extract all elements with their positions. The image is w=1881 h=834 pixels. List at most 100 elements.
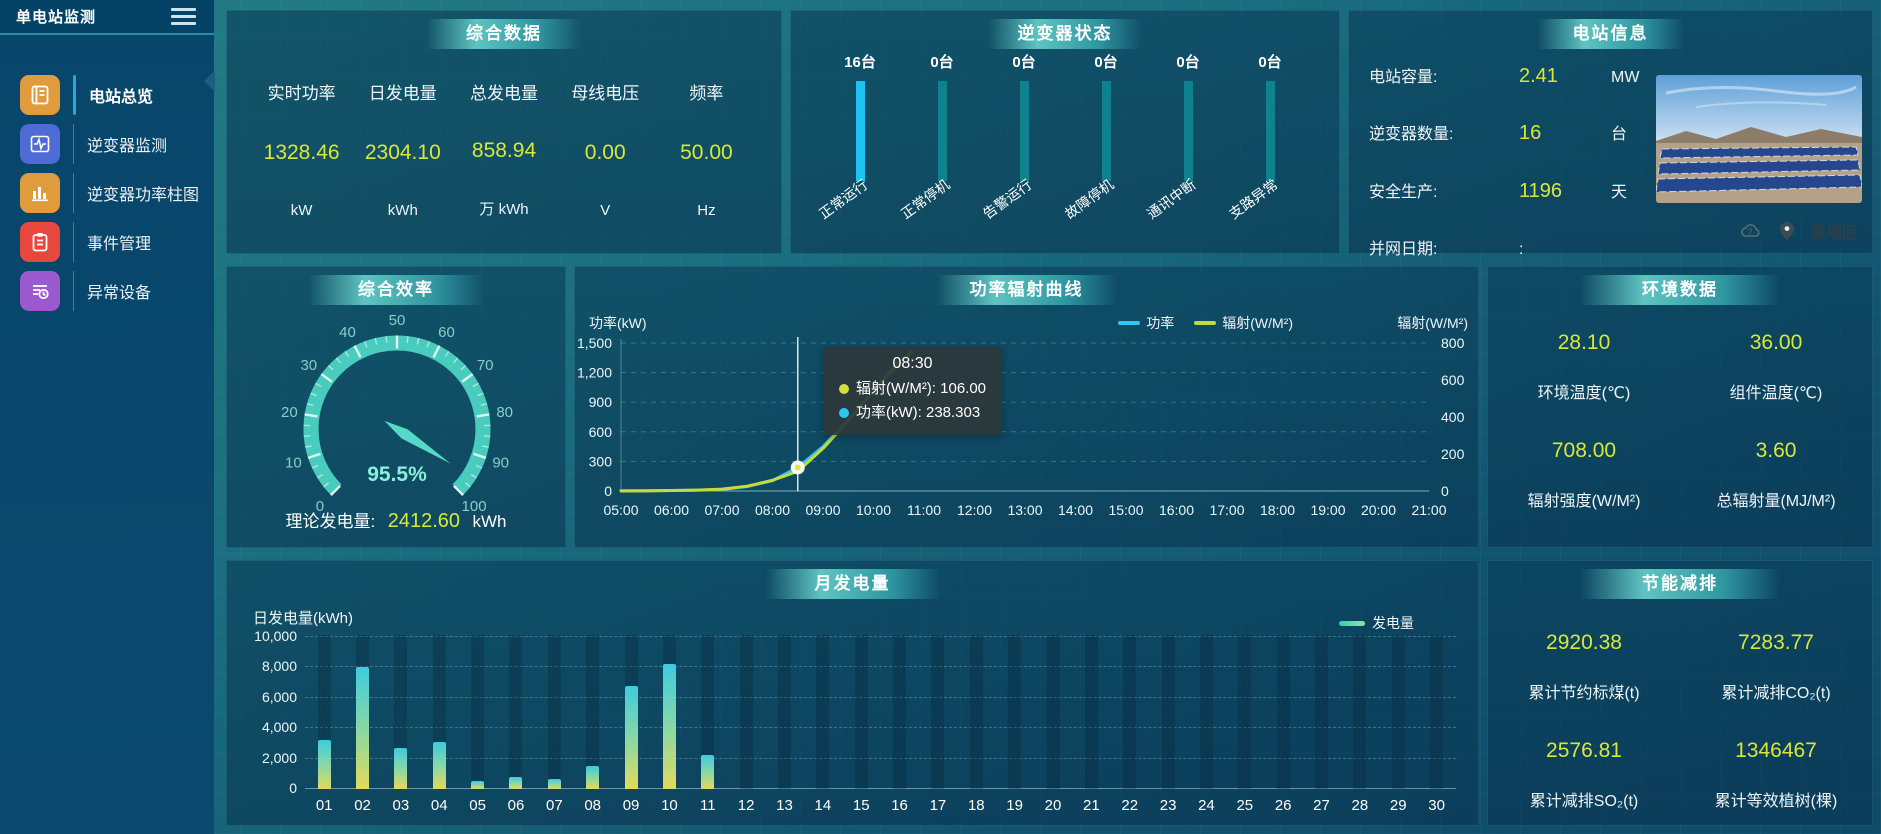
legend-item-power[interactable]: 功率 bbox=[1118, 313, 1174, 333]
env-ambient-temp: 28.10 环境温度(℃) bbox=[1488, 331, 1680, 403]
radiation-dot-icon bbox=[839, 384, 849, 394]
x-tick-label: 13 bbox=[776, 797, 793, 814]
power-radiation-chart[interactable]: 0 300 600 900 1,200 1,500 0 200 400 600 800 05:00 06… bbox=[575, 333, 1478, 537]
x-tick-label: 10 bbox=[661, 797, 678, 814]
x-tick-label: 24 bbox=[1198, 797, 1215, 814]
bar-background bbox=[777, 635, 791, 789]
bar-slot bbox=[1430, 635, 1444, 789]
bar-slot bbox=[1008, 635, 1022, 789]
hamburger-menu-icon[interactable] bbox=[171, 8, 196, 25]
svg-text:1,200: 1,200 bbox=[577, 365, 612, 381]
line-chart-header: 功率(kW) 功率 辐射(W/M²) 辐射(W/M²) bbox=[575, 313, 1478, 333]
svg-text:09:00: 09:00 bbox=[805, 502, 840, 518]
env-module-temp: 36.00 组件温度(℃) bbox=[1680, 331, 1872, 403]
stat-value: 1346467 bbox=[1735, 739, 1817, 762]
bar-day-13 bbox=[765, 635, 803, 789]
panel-power-radiation: 功率辐射曲线 功率(kW) 功率 辐射(W/M²) 辐射(W/M²) 0 300 6… bbox=[574, 266, 1479, 548]
tooltip-text: 功率(kW): 238.303 bbox=[856, 404, 981, 421]
bar-day-29 bbox=[1379, 635, 1417, 789]
weather-cloud-icon: ? bbox=[1741, 224, 1760, 237]
bar-value bbox=[394, 747, 408, 789]
sidebar-item-label: 逆变器功率柱图 bbox=[87, 187, 200, 204]
sidebar-item-inverter-power-bars[interactable]: 逆变器功率柱图 bbox=[0, 173, 214, 213]
panel-title: 综合数据 bbox=[426, 19, 582, 49]
svg-text:0: 0 bbox=[604, 483, 612, 499]
inverter-status-chart[interactable]: 16台 正常运行 0台 正常停机 0台 告警运行 0台 故障停机 0台 通讯中断 0台 支路异常 bbox=[791, 11, 1339, 227]
stat-label: 日发电量 bbox=[368, 84, 437, 104]
row-label: 并网日期: bbox=[1369, 240, 1438, 258]
legend-item-radiation[interactable]: 辐射(W/M²) bbox=[1194, 313, 1293, 333]
legend-label: 功率 bbox=[1146, 315, 1175, 331]
svg-text:19:00: 19:00 bbox=[1310, 502, 1345, 518]
sidebar-item-label: 异常设备 bbox=[87, 285, 152, 302]
x-tick-label: 15 bbox=[852, 797, 870, 814]
bar-slot bbox=[317, 635, 331, 789]
stat-daily-generation: 日发电量 2304.10 kWh bbox=[352, 61, 453, 237]
bar-day-12 bbox=[727, 635, 765, 789]
svg-text:300: 300 bbox=[589, 453, 613, 469]
bar-slot bbox=[1353, 635, 1367, 789]
bar-value bbox=[624, 685, 638, 789]
y-tick-label: 0 bbox=[289, 780, 297, 796]
svg-text:21:00: 21:00 bbox=[1411, 502, 1446, 518]
x-tick-label: 08 bbox=[584, 797, 602, 814]
panel-title: 节能减排 bbox=[1580, 569, 1780, 599]
bar-gridline: 2,000 bbox=[262, 750, 1456, 766]
bar-day-09 bbox=[612, 635, 650, 789]
device-list-icon bbox=[20, 271, 60, 311]
monthly-bar-chart[interactable]: 10,000 8,000 6,000 4,000 2,000 0 bbox=[254, 628, 1456, 796]
efficiency-gauge[interactable]: 0 10 20 30 40 50 60 70 80 90 100 95.5% bbox=[227, 305, 567, 511]
sidebar-item-event-management[interactable]: 事件管理 bbox=[0, 222, 214, 262]
stat-value: 2304.10 bbox=[364, 140, 441, 164]
bar-slot bbox=[471, 635, 485, 789]
bar-background bbox=[739, 635, 753, 789]
footer-value: 2412.60 bbox=[387, 510, 461, 532]
stat-value: 858.94 bbox=[471, 138, 537, 162]
inverter-state-label: 正常停机 bbox=[897, 176, 953, 222]
stat-value: 2920.38 bbox=[1546, 631, 1622, 654]
sidebar-header: 单电站监测 bbox=[0, 0, 214, 35]
bar-slot bbox=[931, 635, 945, 789]
tooltip-radiation-row: 辐射(W/M²): 106.00 bbox=[839, 377, 986, 401]
stat-label: 辐射强度(W/M²) bbox=[1527, 493, 1641, 510]
panel-title: 月发电量 bbox=[764, 569, 941, 599]
svg-text:30: 30 bbox=[300, 357, 317, 374]
location-pin-icon bbox=[1779, 222, 1794, 240]
sidebar-collapse-arrow-icon[interactable] bbox=[204, 70, 215, 92]
inverter-label-wrap: 故障停机 bbox=[1062, 176, 1147, 227]
sidebar-item-inverter-monitor[interactable]: 逆变器监测 bbox=[0, 124, 214, 164]
bar-slot bbox=[1046, 635, 1060, 789]
saving-trees: 1346467 累计等效植树(棵) bbox=[1680, 739, 1872, 811]
svg-text:800: 800 bbox=[1441, 335, 1465, 351]
bar-slot bbox=[1276, 635, 1290, 789]
svg-text:10: 10 bbox=[285, 455, 302, 472]
bar-background bbox=[1315, 635, 1329, 789]
svg-text:13:00: 13:00 bbox=[1007, 502, 1042, 518]
x-tick-label: 20 bbox=[1044, 797, 1062, 814]
inverter-label-wrap: 正常运行 bbox=[816, 176, 901, 227]
inverter-status-col: 16台 正常运行 bbox=[816, 51, 901, 227]
bar-slot bbox=[394, 635, 408, 789]
bar-day-28 bbox=[1341, 635, 1379, 789]
bar-background bbox=[547, 635, 561, 789]
bar-day-20 bbox=[1034, 635, 1072, 789]
sidebar-item-station-overview[interactable]: 电站总览 bbox=[0, 75, 214, 115]
legend-swatch bbox=[1118, 321, 1141, 325]
bar-chart-legend[interactable]: 发电量 bbox=[1339, 613, 1414, 633]
sidebar-item-abnormal-devices[interactable]: 异常设备 bbox=[0, 271, 214, 311]
stat-value: 2576.81 bbox=[1546, 739, 1622, 762]
y-tick-label: 4,000 bbox=[261, 719, 297, 736]
svg-text:10:00: 10:00 bbox=[856, 502, 891, 518]
bar-background bbox=[1084, 635, 1098, 789]
x-tick-label: 30 bbox=[1428, 797, 1445, 814]
inverter-bar bbox=[1183, 81, 1193, 181]
saving-coal: 2920.38 累计节约标煤(t) bbox=[1488, 631, 1680, 703]
legend-label: 发电量 bbox=[1372, 615, 1414, 631]
inverter-bar bbox=[1101, 81, 1111, 181]
row-unit: MW bbox=[1611, 69, 1640, 86]
bar-day-19 bbox=[995, 635, 1033, 789]
bar-slot bbox=[547, 635, 561, 789]
bar-day-22 bbox=[1111, 635, 1149, 789]
legend-swatch bbox=[1339, 620, 1365, 626]
svg-text:50: 50 bbox=[389, 312, 406, 329]
